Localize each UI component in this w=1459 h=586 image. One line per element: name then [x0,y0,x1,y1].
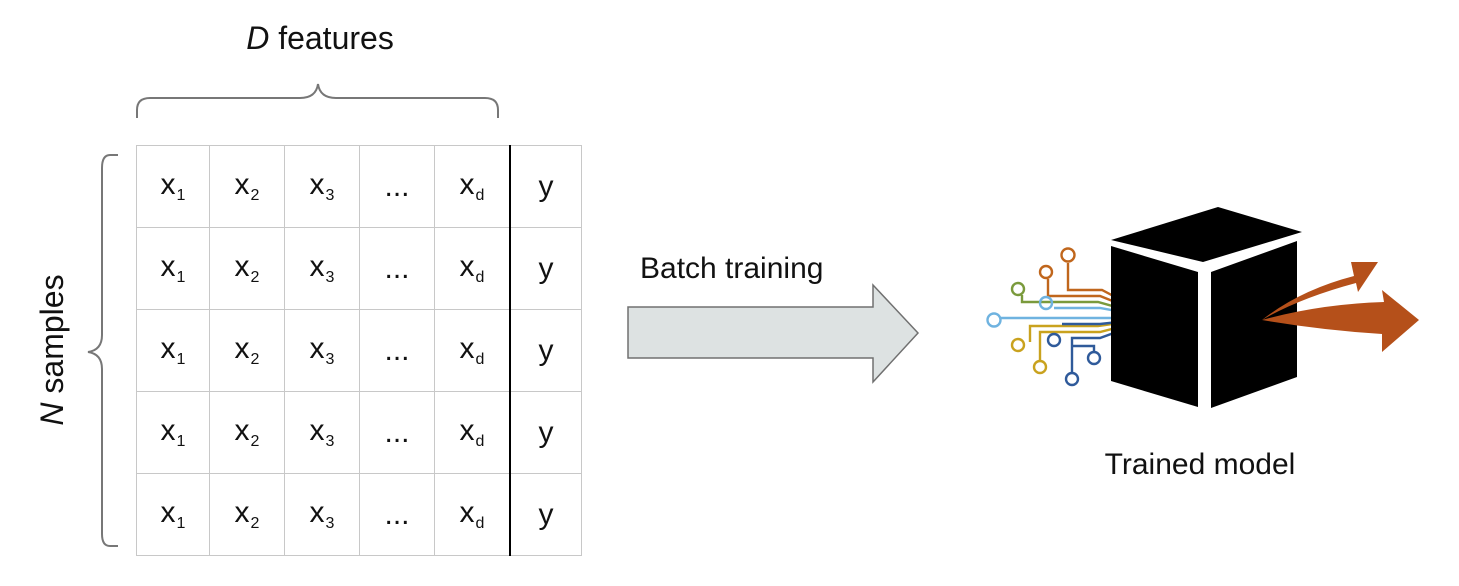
cell-subscript: 2 [250,515,260,532]
cell-subscript: d [475,269,485,286]
table-cell: x2 [209,391,285,474]
cell-symbol: y [538,169,554,203]
cell-symbol: x [459,496,475,529]
table-cell: xd [434,473,511,556]
table-row: x1 x2 x3... xd y [136,391,582,474]
cell-symbol: x [160,414,176,447]
table-cell: x3 [284,473,360,556]
output-arrow-upper [1262,262,1378,320]
cell-subscript: d [475,433,485,450]
cell-subscript: 3 [325,515,335,532]
batch-training-arrow [627,283,920,384]
table-cell: xd [434,145,511,228]
cube-right-face [1211,241,1297,408]
table-cell: x2 [209,145,285,228]
data-table: x1 x2 x3... xd y x1 x2 x3... xd y x1 x2 x3... xd y x1 x2… [136,145,582,556]
features-brace [136,83,499,118]
table-cell: x1 [136,473,210,556]
cell-symbol: x [459,414,475,447]
cell-symbol: ... [384,169,410,203]
features-label: D features [200,20,440,57]
cell-symbol: x [459,250,475,283]
cell-subscript: 1 [176,187,186,204]
cell-subscript: d [475,351,485,368]
cell-subscript: d [475,515,485,532]
table-cell: x1 [136,227,210,310]
cell-symbol: x [309,168,325,201]
table-cell: ... [359,309,435,392]
table-cell: x2 [209,309,285,392]
features-text: features [269,20,394,56]
cell-symbol: x [234,496,250,529]
cell-subscript: 1 [176,515,186,532]
features-variable: D [246,20,270,56]
table-row: x1 x2 x3... xd y [136,145,582,228]
table-row: x1 x2 x3... xd y [136,227,582,310]
cell-subscript: 2 [250,269,260,286]
output-arrows [1262,262,1419,352]
cube-left-face [1111,246,1198,407]
table-row: x1 x2 x3... xd y [136,473,582,556]
cell-symbol: x [160,168,176,201]
cell-symbol: x [459,168,475,201]
cell-subscript: 1 [176,351,186,368]
cell-subscript: 1 [176,269,186,286]
cell-subscript: 3 [325,351,335,368]
table-cell: y [509,309,582,392]
cell-symbol: x [459,332,475,365]
cell-symbol: x [234,250,250,283]
trained-model-label: Trained model [1104,448,1296,481]
table-cell: y [509,473,582,556]
samples-brace [87,154,118,547]
cell-symbol: ... [384,333,410,367]
cell-subscript: 2 [250,433,260,450]
cell-symbol: x [160,332,176,365]
table-cell: ... [359,473,435,556]
cell-subscript: 2 [250,187,260,204]
table-cell: x3 [284,309,360,392]
cell-subscript: d [475,187,485,204]
cell-subscript: 1 [176,433,186,450]
table-row: x1 x2 x3... xd y [136,309,582,392]
cell-subscript: 3 [325,433,335,450]
table-cell: y [509,145,582,228]
cell-symbol: x [160,496,176,529]
table-cell: x1 [136,309,210,392]
cell-symbol: ... [384,497,410,531]
table-cell: y [509,391,582,474]
cell-symbol: y [538,415,554,449]
black-box-cube [1111,207,1302,408]
cell-symbol: ... [384,251,410,285]
table-cell: ... [359,227,435,310]
cell-subscript: 3 [325,187,335,204]
cell-symbol: y [538,251,554,285]
cell-symbol: x [234,168,250,201]
cube-top-face [1111,207,1302,262]
table-cell: x3 [284,145,360,228]
cell-symbol: x [234,332,250,365]
output-arrow-lower [1262,290,1419,352]
cell-symbol: x [309,414,325,447]
cell-symbol: y [538,497,554,531]
cell-symbol: x [309,496,325,529]
table-cell: x3 [284,227,360,310]
cell-subscript: 3 [325,269,335,286]
table-cell: x2 [209,473,285,556]
cell-symbol: x [160,250,176,283]
batch-training-label: Batch training [640,252,824,285]
table-cell: x1 [136,391,210,474]
cell-subscript: 2 [250,351,260,368]
cell-symbol: y [538,333,554,367]
cell-symbol: x [234,414,250,447]
cell-symbol: ... [384,415,410,449]
cell-symbol: x [309,250,325,283]
cell-symbol: x [309,332,325,365]
